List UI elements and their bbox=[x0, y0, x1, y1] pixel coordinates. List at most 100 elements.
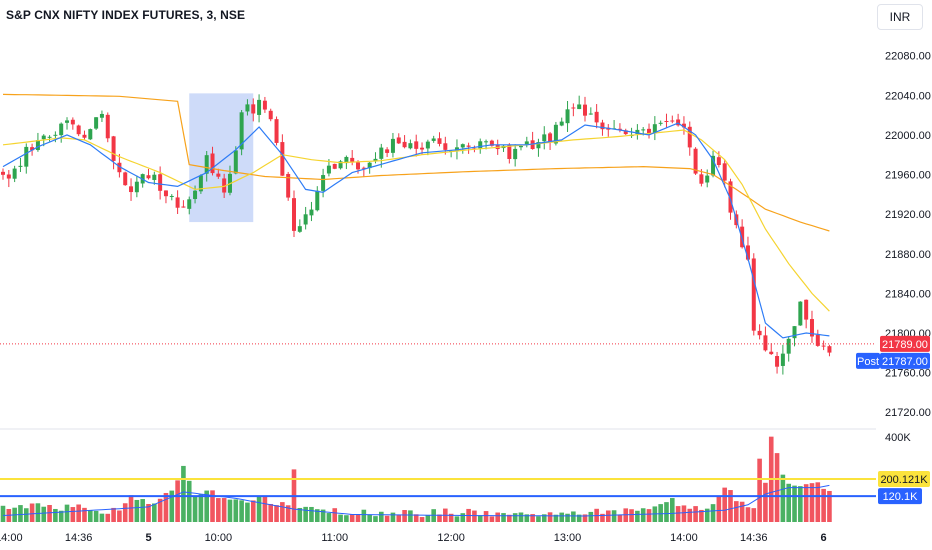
volume-bar bbox=[250, 500, 256, 522]
candle-body bbox=[47, 136, 52, 138]
volume-bar bbox=[437, 514, 442, 522]
candle bbox=[542, 126, 547, 150]
candle bbox=[303, 206, 308, 230]
candle-body bbox=[257, 99, 262, 115]
candle bbox=[559, 117, 564, 127]
volume-bar bbox=[134, 499, 140, 522]
candle bbox=[437, 132, 442, 147]
candle-body bbox=[274, 119, 279, 143]
candle-body bbox=[536, 142, 541, 149]
volume-bar bbox=[186, 480, 192, 522]
volume-bar bbox=[646, 509, 652, 522]
candle-body bbox=[59, 123, 64, 136]
y-tick-label: 21760.00 bbox=[885, 368, 931, 380]
volume-bar bbox=[297, 507, 303, 522]
volume-bar bbox=[553, 514, 559, 522]
volume-bar bbox=[157, 498, 163, 522]
candle bbox=[612, 120, 617, 130]
candle bbox=[623, 128, 628, 135]
volume-bar bbox=[18, 505, 23, 522]
volume-bar bbox=[809, 483, 815, 522]
candle-body bbox=[460, 144, 465, 148]
candle-body bbox=[88, 129, 93, 140]
candle bbox=[536, 138, 541, 157]
candle-body bbox=[769, 351, 774, 355]
candle-body bbox=[198, 175, 203, 192]
candle bbox=[257, 94, 262, 123]
volume-bar bbox=[582, 514, 588, 522]
candle-body bbox=[152, 174, 157, 180]
candle-body bbox=[222, 178, 227, 193]
volume-bar bbox=[547, 512, 553, 522]
candle-body bbox=[396, 137, 401, 144]
candle bbox=[681, 116, 686, 135]
volume-bar bbox=[710, 504, 716, 522]
candle-body bbox=[338, 161, 343, 169]
volume-bar bbox=[128, 495, 134, 522]
candle-body bbox=[65, 120, 70, 123]
y-tick-label: 21720.00 bbox=[885, 407, 931, 419]
y-tick-label: 22040.00 bbox=[885, 90, 931, 102]
candle bbox=[76, 124, 81, 137]
candle bbox=[524, 136, 529, 148]
candle bbox=[94, 117, 99, 130]
volume-bar bbox=[588, 511, 594, 522]
candle-body bbox=[216, 173, 221, 177]
axes: 22080.00 22040.00 22000.00 21960.00 21920.00… bbox=[0, 51, 931, 544]
candle-body bbox=[181, 206, 186, 208]
candle-body bbox=[571, 107, 576, 109]
candle-body bbox=[600, 122, 605, 130]
candle-body bbox=[245, 104, 250, 112]
volume-bar bbox=[402, 510, 407, 522]
candle bbox=[489, 139, 494, 147]
volume-bar bbox=[93, 510, 99, 522]
candle-body bbox=[105, 114, 110, 139]
candle-body bbox=[24, 146, 29, 167]
candle-body bbox=[361, 167, 366, 169]
volume-bar bbox=[611, 510, 617, 522]
candle bbox=[338, 159, 343, 170]
candle-body bbox=[367, 162, 372, 169]
candle-body bbox=[286, 173, 291, 198]
volume-bar bbox=[338, 514, 343, 522]
candle-body bbox=[705, 175, 710, 183]
volume-bar bbox=[390, 512, 396, 522]
currency-button[interactable]: INR bbox=[877, 4, 923, 30]
volume-bar bbox=[58, 510, 64, 522]
volume-bar bbox=[524, 514, 530, 522]
volume-bar bbox=[88, 510, 93, 522]
candle-body bbox=[123, 172, 128, 186]
volume-level-label-1-text: 120.1K bbox=[883, 491, 919, 503]
volume-bar bbox=[47, 504, 52, 522]
candle-body bbox=[711, 155, 716, 176]
candle bbox=[792, 326, 797, 347]
candle bbox=[18, 157, 23, 172]
candle-body bbox=[745, 245, 750, 260]
candle bbox=[315, 186, 320, 212]
candle-body bbox=[99, 113, 104, 118]
volume-bar bbox=[35, 503, 41, 522]
volume-bar bbox=[681, 505, 687, 522]
candle-body bbox=[146, 175, 151, 179]
ma-line-1 bbox=[2, 129, 830, 312]
candle bbox=[606, 124, 611, 137]
candle bbox=[658, 120, 663, 126]
volume-bar bbox=[565, 513, 570, 522]
volume-bar bbox=[693, 506, 698, 522]
candle-body bbox=[728, 181, 733, 213]
volume-bar bbox=[274, 505, 279, 522]
candle bbox=[24, 143, 29, 174]
volume-bar bbox=[780, 474, 786, 522]
candle bbox=[88, 128, 93, 141]
x-tick-label: 13:00 bbox=[554, 532, 582, 544]
candle-body bbox=[233, 150, 238, 174]
candle-body bbox=[111, 136, 116, 161]
chart-title: S&P CNX NIFTY INDEX FUTURES, 3, NSE bbox=[6, 8, 246, 22]
candle-body bbox=[518, 146, 523, 148]
candle bbox=[158, 166, 163, 200]
candle bbox=[163, 190, 168, 204]
volume-bar bbox=[227, 499, 233, 522]
candle-body bbox=[129, 186, 134, 193]
volume-bar bbox=[396, 515, 402, 522]
